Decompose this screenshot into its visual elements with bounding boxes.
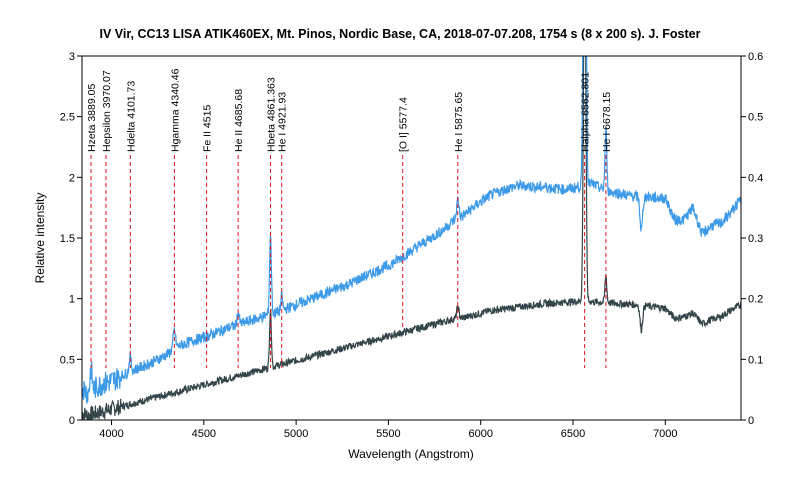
y2-tick-label: 0.6 <box>748 51 763 63</box>
x-tick-label: 4000 <box>99 428 123 440</box>
y2-tick-label: 0.1 <box>748 354 763 366</box>
reference-line-label: Hdelta 4101.73 <box>125 81 137 152</box>
x-tick-label: 6500 <box>561 428 585 440</box>
x-tick-label: 7000 <box>653 428 677 440</box>
y2-tick-label: 0.4 <box>748 172 763 184</box>
reference-line-label: Hbeta 4861.363 <box>266 77 278 152</box>
reference-line-label: Hepsilon 3970.07 <box>101 70 113 152</box>
reference-line-label: He I 6678.15 <box>601 92 613 152</box>
x-axis-title: Wavelength (Angstrom) <box>348 447 474 461</box>
y-tick-label: 2 <box>69 172 75 184</box>
reference-line-label: Fe II 4515 <box>202 105 214 152</box>
y2-tick-label: 0.2 <box>748 294 763 306</box>
y-tick-label: 1 <box>69 294 75 306</box>
x-tick-label: 6000 <box>468 428 492 440</box>
reference-line-label: He I 5875.65 <box>453 92 465 152</box>
reference-line-label: Hgamma 4340.46 <box>169 68 181 152</box>
reference-line-label: He I 4921.93 <box>277 92 289 152</box>
reference-line-label: He II 4685.68 <box>233 89 245 152</box>
y2-tick-label: 0.3 <box>748 233 763 245</box>
y-tick-label: 3 <box>69 51 75 63</box>
y-tick-label: 0.5 <box>60 354 75 366</box>
plot-area <box>82 56 741 420</box>
reference-line-label: Halpha 6562.801 <box>580 72 592 152</box>
axes: 4000 4500 5000 5500 6000 6500 7000 0 0.5 1 1.5 2 2.5… <box>60 51 764 440</box>
reference-line-label: [O I] 5577.4 <box>398 97 410 152</box>
x-tick-label: 5500 <box>376 428 400 440</box>
y-tick-label: 1.5 <box>60 233 75 245</box>
chart-title: IV Vir, CC13 LISA ATIK460EX, Mt. Pinos, … <box>100 27 701 41</box>
y-tick-label: 2.5 <box>60 112 75 124</box>
y-tick-label: 0 <box>69 415 75 427</box>
series-line-1 <box>82 56 741 420</box>
reference-lines: Hzeta 3889.05 Hepsilon 3970.07 Hdelta 4101… <box>86 68 613 368</box>
y-axis-title: Relative intensity <box>33 193 47 284</box>
series-line-0 <box>82 56 741 404</box>
x-tick-label: 4500 <box>192 428 216 440</box>
reference-line-label: Hzeta 3889.05 <box>86 84 98 152</box>
y2-tick-label: 0 <box>748 415 754 427</box>
y2-tick-label: 0.5 <box>748 112 763 124</box>
x-tick-label: 5000 <box>284 428 308 440</box>
